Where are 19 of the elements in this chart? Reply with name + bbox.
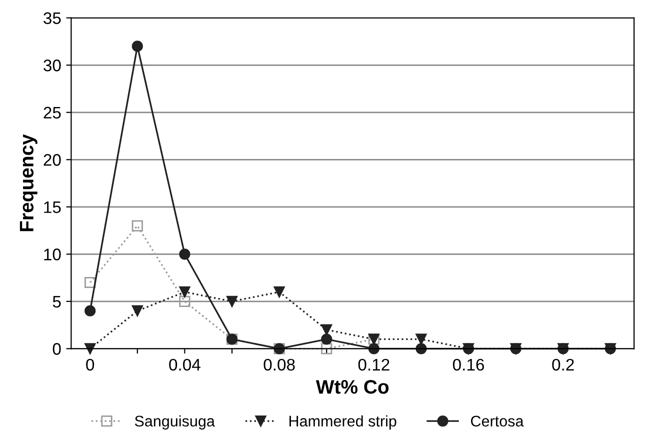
y-tick-label: 15 <box>44 201 61 214</box>
legend-label: Certosa <box>471 416 524 427</box>
y-tick-label: 10 <box>44 248 61 260</box>
x-tick-label: 0.16 <box>452 358 484 371</box>
x-tick-label: 0.04 <box>169 358 200 371</box>
x-tick-label: 0.2 <box>552 358 574 371</box>
y-tick-label: 5 <box>52 296 61 308</box>
y-axis-title: Frequency <box>20 134 38 232</box>
x-tick-label: 0 <box>86 358 94 371</box>
y-tick-label: 0 <box>52 343 61 355</box>
y-tick-label: 35 <box>44 12 61 24</box>
y-tick-label: 30 <box>44 60 61 72</box>
legend-label: Sanguisuga <box>134 415 215 430</box>
x-tick-label: 0.08 <box>264 358 295 371</box>
legend-label: Hammered strip <box>290 415 396 430</box>
y-tick-label: 25 <box>44 106 61 119</box>
y-tick-label: 20 <box>44 154 61 166</box>
x-tick-label: 0.12 <box>358 358 390 371</box>
x-axis-title: Wt% Co <box>316 380 389 394</box>
